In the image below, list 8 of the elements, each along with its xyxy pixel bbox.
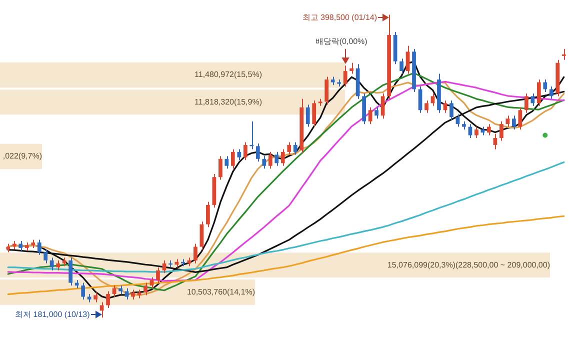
band-label: ,022(9,7%) [2,152,42,161]
annotation: 최저 181,000 (10/13) [15,310,90,319]
annotation: 최고 398,500 (01/14) [302,12,378,22]
band-label: 11,480,972(15,5%) [194,70,262,80]
band-label: 11,818,320(15,9%) [194,97,262,106]
annotation: 배당락(0,00%) [315,36,368,46]
band-label: 10,503,760(14,1%) [186,287,256,296]
band-label: 15,076,099(20,3%)(228,500,00 ~ 209,000,00) [387,260,550,270]
